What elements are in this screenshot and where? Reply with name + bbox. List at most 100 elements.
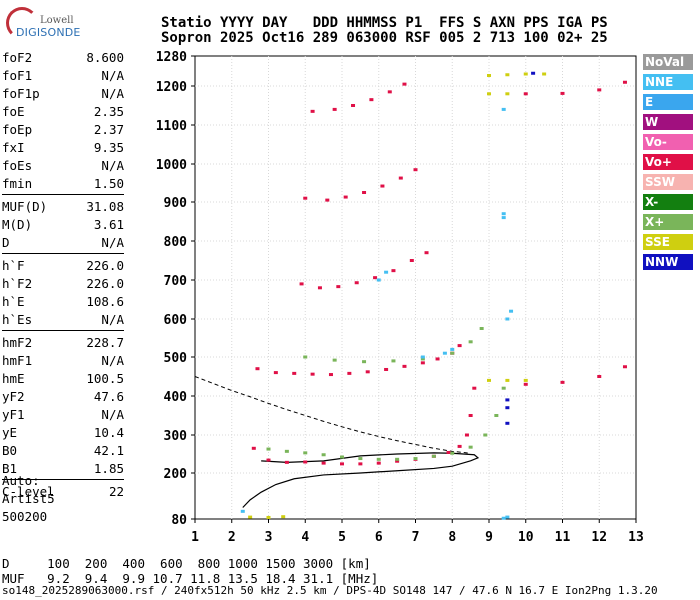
y-tick-label: 1200 — [156, 80, 187, 95]
electron-density-profile-curve — [242, 452, 480, 508]
param-row: D N/A — [2, 234, 124, 252]
echo-point-voplus — [266, 458, 271, 462]
echo-point-sse — [487, 74, 491, 77]
y-tick-label: 1280 — [156, 50, 187, 65]
param-label: h`F — [2, 258, 25, 273]
echo-point-voplus — [362, 191, 367, 194]
echo-point-voplus — [351, 104, 356, 107]
echo-point-nne — [501, 516, 506, 520]
y-tick-label: 400 — [164, 390, 188, 405]
echo-point-xplus — [266, 447, 271, 451]
y-tick-label: 200 — [164, 467, 188, 482]
param-label: h`Es — [2, 312, 33, 327]
echo-point-xplus — [362, 360, 367, 364]
param-row: hmE 100.5 — [2, 370, 124, 388]
param-value: 42.1 — [93, 443, 124, 458]
echo-point-voplus — [468, 414, 473, 417]
y-tick-label: 600 — [164, 313, 188, 328]
x-tick-label: 2 — [228, 530, 236, 545]
header-line2: Sopron 2025 Oct16 289 063000 RSF 005 2 7… — [161, 30, 608, 46]
param-value: N/A — [101, 312, 124, 327]
x-tick-label: 1 — [191, 530, 199, 545]
echo-point-voplus — [354, 281, 359, 285]
x-tick-label: 13 — [628, 530, 644, 545]
echo-point-voplus — [560, 91, 565, 95]
echo-point-voplus — [365, 370, 370, 374]
echo-point-sse — [523, 378, 528, 382]
echo-point-voplus — [328, 373, 333, 377]
y-tick-label: 700 — [164, 274, 188, 289]
legend-item-nne: NNE — [643, 74, 693, 90]
echo-point-voplus — [523, 92, 528, 96]
legend-item-voplus: Vo+ — [643, 154, 693, 170]
x-tick-label: 8 — [448, 530, 456, 545]
param-value: 2.37 — [93, 122, 124, 137]
lowell-digisonde-logo: Lowell DIGISONDE — [4, 5, 80, 41]
echo-point-voplus — [597, 88, 602, 92]
legend-item-vominus: Vo- — [643, 134, 693, 150]
param-value: 9.35 — [93, 140, 124, 155]
legend-item-nnw: NNW — [643, 254, 693, 270]
logo-arc-icon — [6, 7, 38, 39]
x-tick-label: 4 — [301, 530, 309, 545]
echo-point-voplus — [310, 372, 315, 376]
echo-point-voplus — [373, 276, 378, 280]
echo-point-sse — [281, 515, 286, 519]
echo-point-voplus — [457, 344, 462, 348]
echo-point-sse — [487, 378, 491, 382]
muf-distance-row: D 100 200 400 600 800 1000 1500 3000 [km… — [2, 556, 371, 571]
param-row: foEs N/A — [2, 157, 124, 175]
echo-point-voplus — [409, 259, 414, 262]
echo-point-xplus — [340, 455, 344, 459]
echo-point-nne — [442, 351, 447, 355]
y-tick-label: 1000 — [156, 158, 187, 173]
param-row: yE 10.4 — [2, 424, 124, 442]
legend-item-xplus: X+ — [643, 214, 693, 230]
param-row: h`Es N/A — [2, 311, 124, 329]
echo-point-voplus — [343, 195, 348, 199]
echo-point-xplus — [450, 351, 455, 355]
y-tick-label: 500 — [164, 351, 188, 366]
param-label: hmF2 — [2, 335, 33, 350]
echo-point-voplus — [402, 82, 407, 86]
x-tick-label: 11 — [555, 530, 571, 545]
auto-version: 500200 — [2, 509, 48, 524]
muf-value-row: MUF 9.2 9.4 9.9 10.7 11.8 13.5 18.4 31.1… — [2, 571, 379, 586]
echo-point-voplus — [321, 461, 326, 465]
echo-point-voplus — [284, 460, 289, 464]
echo-point-voplus — [251, 446, 256, 450]
echo-point-voplus — [424, 251, 429, 255]
header-line1: Statio YYYY DAY DDD HHMMSS P1 FFS S AXN … — [161, 15, 608, 31]
param-row: hmF1 N/A — [2, 352, 124, 370]
echo-point-voplus — [387, 90, 392, 94]
echo-point-nne — [501, 216, 506, 220]
echo-point-voplus — [347, 371, 352, 375]
echo-point-xplus — [284, 449, 289, 453]
muf-table: D 100 200 400 600 800 1000 1500 3000 [km… — [2, 556, 378, 586]
echo-point-xplus — [303, 451, 308, 455]
echo-point-voplus — [310, 109, 315, 113]
echo-point-xplus — [479, 327, 484, 330]
param-label: foF1 — [2, 68, 33, 83]
x-tick-label: 12 — [591, 530, 607, 545]
param-value: 226.0 — [86, 258, 124, 273]
echo-point-nne — [505, 515, 510, 519]
y-tick-label: 1100 — [156, 119, 187, 134]
x-tick-label: 5 — [338, 530, 346, 545]
logo-line1: Lowell — [40, 15, 74, 26]
echo-point-voplus — [435, 357, 440, 361]
param-label: foE — [2, 104, 25, 119]
param-label: foEp — [2, 122, 33, 137]
echo-point-voplus — [622, 80, 627, 84]
echo-point-xplus — [450, 451, 455, 455]
param-label: hmF1 — [2, 353, 33, 368]
echo-point-voplus — [380, 184, 385, 188]
echo-point-nne — [509, 309, 514, 313]
param-separator — [2, 253, 124, 257]
echo-point-xplus — [391, 359, 396, 363]
echo-point-xplus — [376, 457, 381, 461]
echo-point-sse — [487, 92, 491, 96]
echo-point-voplus — [384, 367, 389, 371]
param-label: yF1 — [2, 407, 25, 422]
